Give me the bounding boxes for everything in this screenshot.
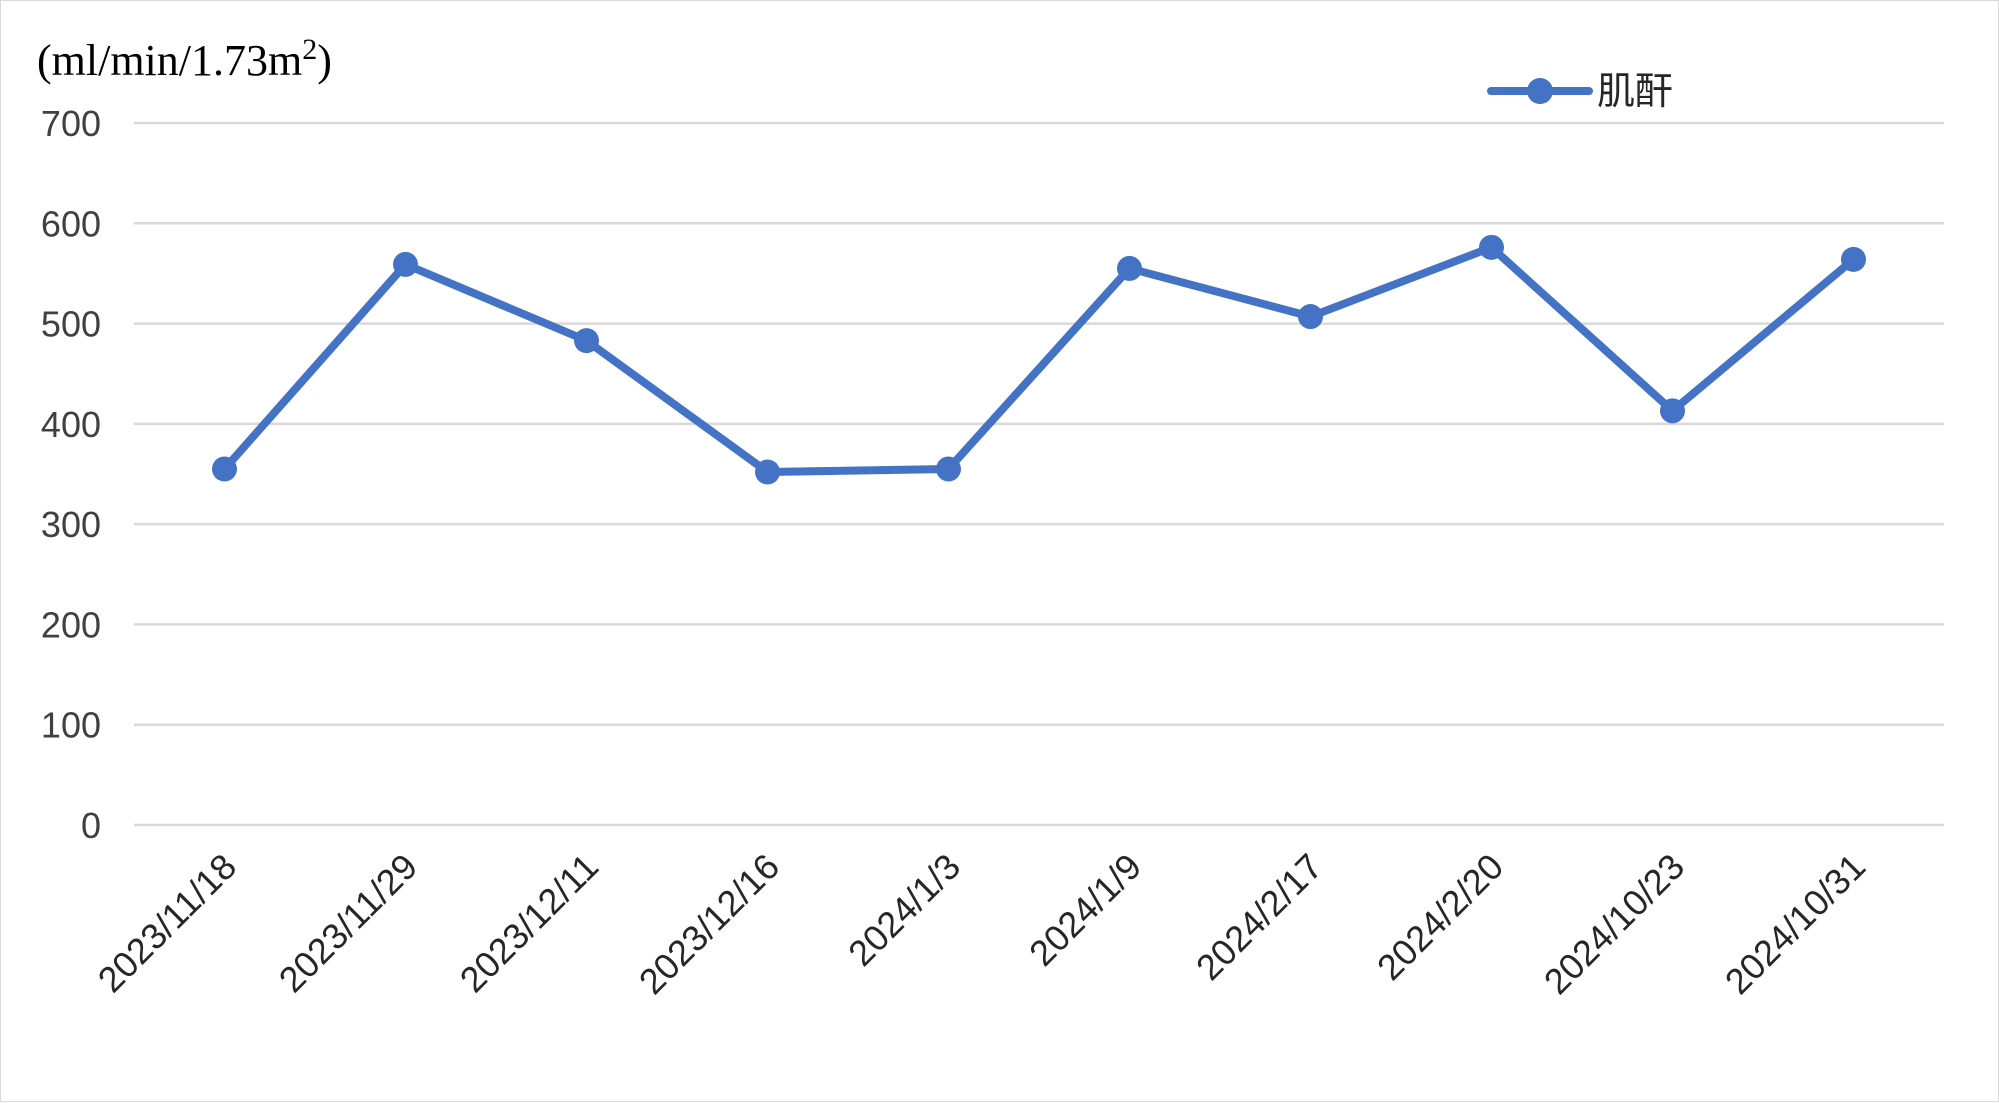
- y-tick-label: 100: [41, 705, 101, 746]
- x-tick-label: 2024/10/23: [1536, 846, 1692, 1002]
- y-tick-label: 0: [81, 805, 101, 846]
- x-tick-label: 2023/12/16: [631, 846, 787, 1002]
- legend-dot-marker: [1527, 78, 1553, 104]
- legend-label: 肌酐: [1597, 69, 1673, 113]
- x-tick-label: 2024/1/9: [1021, 846, 1149, 974]
- data-point: [755, 459, 780, 485]
- x-tick-label: 2024/2/17: [1188, 846, 1330, 988]
- data-point: [1117, 255, 1142, 281]
- legend: 肌酐: [1487, 69, 1673, 113]
- data-point: [574, 328, 599, 354]
- y-axis-unit: (ml/min/1.73m2): [37, 33, 332, 85]
- y-tick-label: 400: [41, 404, 101, 445]
- y-tick-label: 700: [41, 103, 101, 144]
- y-tick-label: 500: [41, 304, 101, 345]
- data-point: [212, 456, 237, 482]
- data-point: [1841, 246, 1866, 272]
- y-axis-ticks: 0 100 200 300 400 500 600 700: [41, 103, 101, 846]
- series-line: [220, 243, 1858, 476]
- y-tick-label: 600: [41, 203, 101, 244]
- x-tick-label: 2023/11/18: [90, 846, 245, 1001]
- x-axis-ticks: 2023/11/18 2023/11/29 2023/12/11 2023/12/16…: [90, 846, 1874, 1002]
- x-tick-label: 2024/10/31: [1717, 846, 1873, 1002]
- data-point: [1298, 304, 1323, 330]
- series-layer: [212, 234, 1866, 485]
- x-tick-label: 2023/11/29: [271, 846, 426, 1001]
- y-tick-label: 200: [41, 604, 101, 645]
- y-tick-label: 300: [41, 504, 101, 545]
- x-tick-label: 2024/1/3: [840, 846, 968, 974]
- data-point: [1660, 398, 1685, 424]
- x-tick-label: 2024/2/20: [1369, 846, 1511, 988]
- data-point: [936, 456, 961, 482]
- x-tick-label: 2023/12/11: [452, 846, 607, 1001]
- gridlines: [134, 121, 1944, 827]
- data-point: [1479, 234, 1504, 260]
- data-point: [393, 251, 418, 277]
